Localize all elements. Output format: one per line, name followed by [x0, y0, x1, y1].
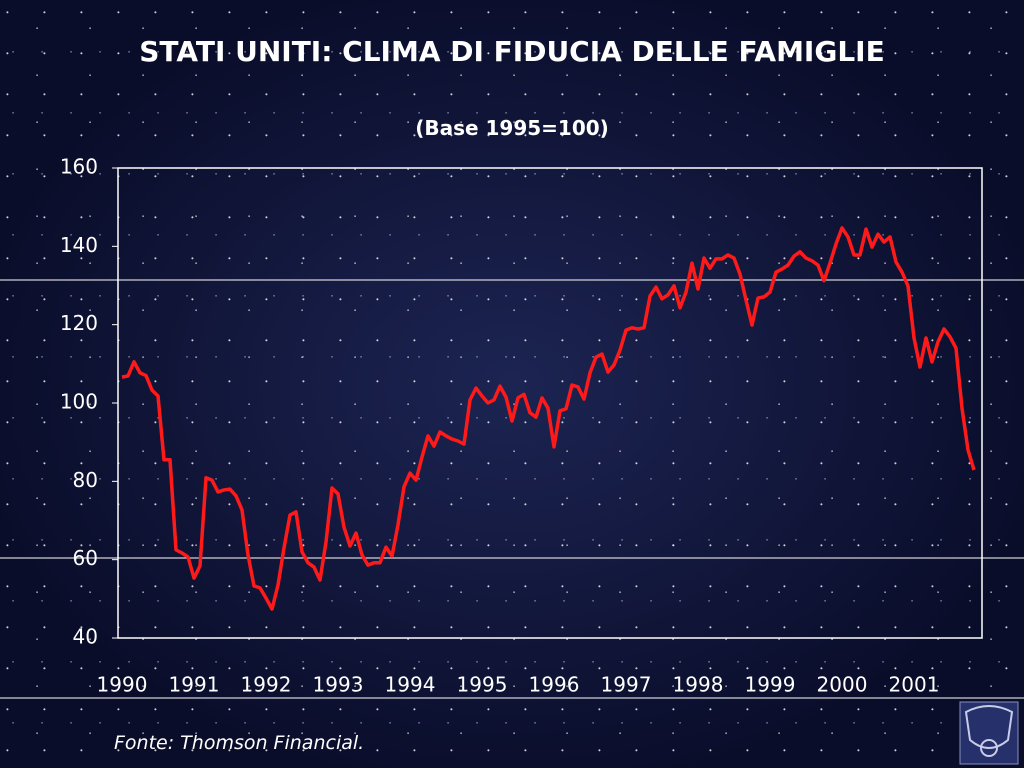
x-tick-label: 1991	[169, 673, 220, 697]
y-tick-label: 160	[60, 155, 98, 179]
x-tick-label: 1997	[601, 673, 652, 697]
y-tick-label: 120	[60, 311, 98, 335]
plot-frame	[117, 167, 983, 639]
y-tick-label: 100	[60, 390, 98, 414]
y-tick-label: 140	[60, 233, 98, 257]
x-tick-label: 2001	[889, 673, 940, 697]
x-tick-label: 1993	[313, 673, 364, 697]
x-tick-label: 1990	[97, 673, 148, 697]
x-tick-label: 2000	[817, 673, 868, 697]
x-tick-label: 1994	[385, 673, 436, 697]
y-tick-label: 60	[73, 546, 98, 570]
x-tick-label: 1996	[529, 673, 580, 697]
line-series	[121, 226, 976, 611]
x-tick-label: 1998	[673, 673, 724, 697]
chart-subtitle: (Base 1995=100)	[415, 116, 609, 140]
y-tick-label: 40	[73, 625, 98, 649]
x-tick-label: 1999	[745, 673, 796, 697]
x-tick-label: 1992	[241, 673, 292, 697]
chart-title: STATI UNITI: CLIMA DI FIDUCIA DELLE FAMI…	[139, 35, 885, 68]
source-note: Fonte: Thomson Financial.	[114, 732, 365, 754]
logo	[959, 701, 1019, 765]
y-tick-label: 80	[73, 468, 98, 492]
x-tick-label: 1995	[457, 673, 508, 697]
